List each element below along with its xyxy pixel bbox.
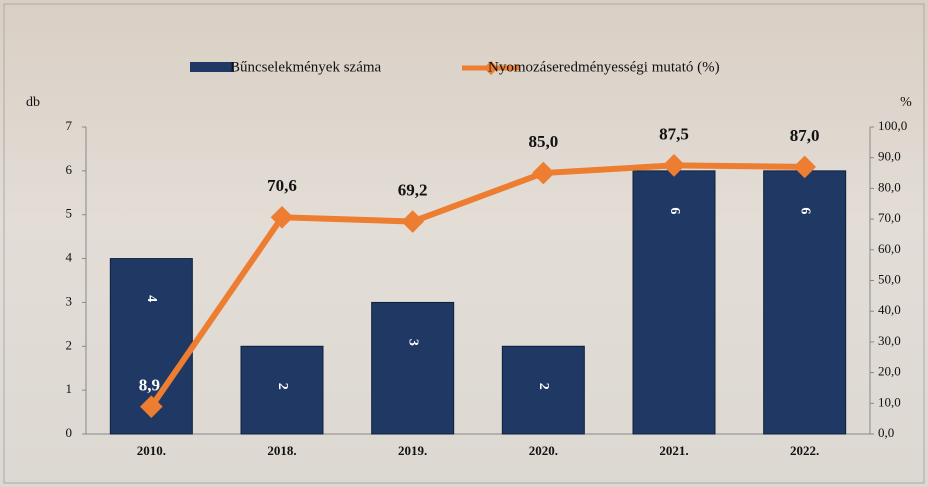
frame	[3, 3, 925, 484]
line-value-label: 85,0	[528, 132, 558, 151]
y2-tick-label: 100,0	[878, 118, 907, 133]
y2-tick-label: 30,0	[878, 333, 901, 348]
x-tick-label: 2010.	[137, 443, 166, 458]
y-tick-label: 7	[66, 118, 73, 133]
y2-tick-label: 20,0	[878, 364, 901, 379]
x-tick-label: 2022.	[790, 443, 819, 458]
y-axis-label: db	[26, 95, 40, 110]
line-value-label: 69,2	[398, 180, 428, 199]
legend-label: Bűncselekmények száma	[230, 59, 382, 75]
y2-tick-label: 50,0	[878, 271, 901, 286]
bar	[632, 170, 716, 435]
bar-value-label: 2	[275, 383, 290, 390]
y2-tick-label: 90,0	[878, 149, 901, 164]
y-tick-label: 6	[66, 162, 73, 177]
y-tick-label: 4	[66, 250, 73, 265]
line-value-label: 8,9	[139, 376, 160, 395]
y2-tick-label: 10,0	[878, 394, 901, 409]
x-tick-label: 2019.	[398, 443, 427, 458]
line-value-label: 70,6	[267, 176, 297, 195]
x-tick-label: 2020.	[529, 443, 558, 458]
line-value-label: 87,5	[659, 124, 689, 143]
bar-value-label: 2	[536, 383, 551, 390]
legend-swatch	[483, 60, 499, 76]
y2-tick-label: 0,0	[878, 425, 894, 440]
bar-value-label: 6	[667, 207, 682, 214]
y-tick-label: 2	[66, 337, 73, 352]
line	[148, 162, 805, 409]
y2-tick-label: 80,0	[878, 179, 901, 194]
bar-value-label: 6	[797, 207, 812, 214]
legend-label: Nyomozáseredményességi mutató (%)	[488, 59, 720, 75]
line-value-label: 87,0	[790, 126, 820, 145]
y-tick-label: 5	[66, 206, 73, 221]
bar-value-label: 3	[405, 339, 420, 346]
y2-tick-label: 40,0	[878, 302, 901, 317]
legend-swatch	[190, 62, 234, 72]
bar-value-label: 4	[144, 295, 159, 302]
y-tick-label: 0	[66, 425, 73, 440]
y2-axis-label: %	[900, 95, 912, 110]
y2-tick-label: 60,0	[878, 241, 901, 256]
y-tick-label: 1	[66, 381, 73, 396]
bar	[371, 301, 455, 435]
bar	[501, 345, 585, 435]
bar	[240, 345, 324, 435]
x-tick-label: 2021.	[659, 443, 688, 458]
x-tick-label: 2018.	[267, 443, 296, 458]
y-tick-label: 3	[66, 293, 73, 308]
y2-tick-label: 70,0	[878, 210, 901, 225]
